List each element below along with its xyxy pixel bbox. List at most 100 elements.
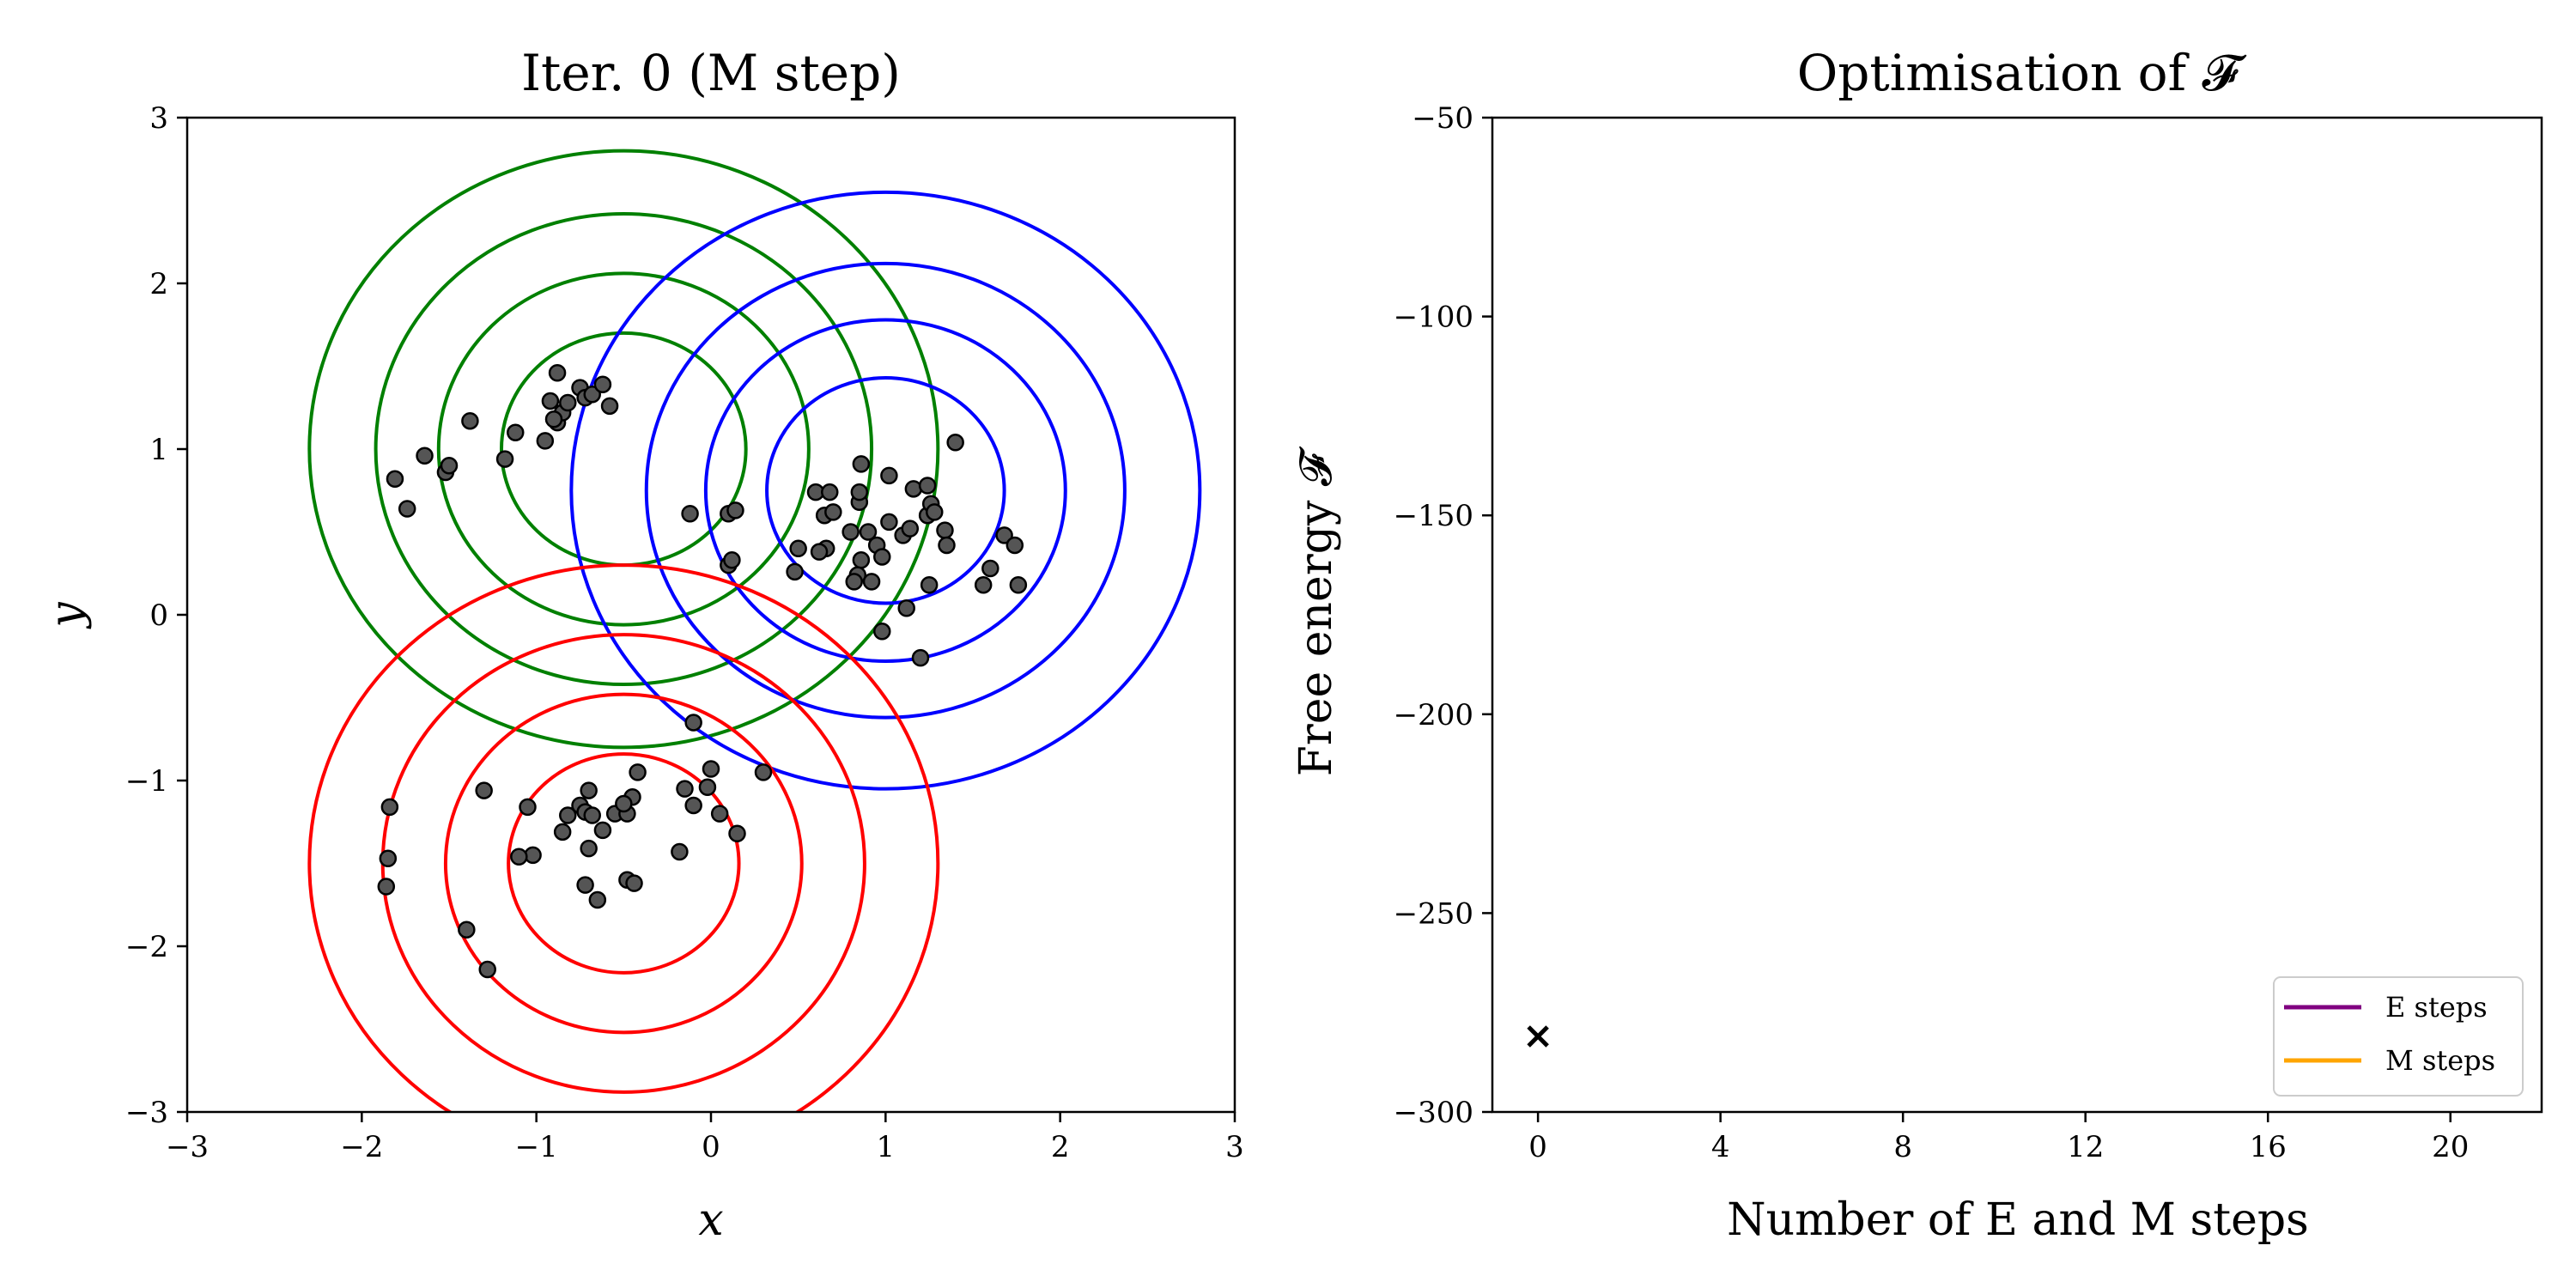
scatter-axes-frame — [185, 116, 1236, 1114]
data-point — [536, 432, 555, 450]
data-point — [458, 920, 476, 939]
data-point — [911, 648, 930, 667]
data-points — [377, 363, 1028, 979]
data-point — [852, 551, 871, 569]
data-point — [1009, 576, 1028, 594]
legend: E steps M steps — [2273, 976, 2524, 1097]
contour-ellipse — [507, 752, 741, 975]
data-point — [580, 839, 598, 858]
data-point — [440, 457, 459, 475]
data-point — [478, 960, 496, 979]
y-tick-label: −50 — [1412, 101, 1473, 136]
data-point — [850, 483, 869, 501]
data-point — [548, 363, 567, 382]
free-energy-title: Optimisation of 𝓕 — [1797, 44, 2248, 102]
contour-ellipse — [374, 211, 874, 687]
contour-ellipse — [307, 149, 940, 750]
data-point — [728, 824, 746, 843]
data-point — [859, 523, 878, 541]
data-point — [698, 778, 717, 796]
scatter-x-ticks: −3 −2 −1 0 1 2 3 — [166, 1112, 1244, 1164]
data-point — [684, 714, 702, 732]
data-point — [580, 781, 598, 799]
free-energy-marker — [1527, 1025, 1549, 1048]
data-point — [519, 798, 537, 817]
data-point — [726, 501, 744, 519]
data-point — [507, 423, 525, 441]
scatter-panel: Iter. 0 (M step) −3 −2 −1 0 1 2 3 −3 −2 −1 0 1 2 3 x… — [41, 44, 1244, 1246]
gaussian-contours — [307, 149, 1202, 1112]
data-point — [1005, 536, 1024, 555]
y-tick-label: −100 — [1394, 301, 1473, 335]
x-tick-label: −1 — [515, 1130, 558, 1164]
data-point — [880, 513, 898, 532]
data-point — [702, 760, 720, 778]
y-tick-label: 1 — [149, 433, 168, 467]
legend-label-m-steps: M steps — [2385, 1044, 2495, 1077]
y-tick-label: −2 — [125, 930, 168, 964]
contour-ellipse — [436, 271, 811, 627]
x-tick-label: 2 — [1051, 1130, 1070, 1164]
contour-ellipse — [765, 376, 1006, 605]
data-point — [681, 505, 699, 523]
data-point — [880, 466, 898, 485]
data-point — [873, 548, 891, 566]
data-point — [901, 519, 920, 538]
x-tick-label: 0 — [1528, 1130, 1547, 1164]
data-point — [629, 763, 647, 781]
x-tick-label: 1 — [877, 1130, 896, 1164]
y-tick-label: 3 — [149, 101, 168, 136]
scatter-x-label: x — [698, 1194, 723, 1246]
data-point — [588, 890, 607, 909]
data-point — [615, 794, 633, 813]
data-point — [475, 781, 493, 799]
data-point — [416, 447, 434, 465]
data-point — [852, 455, 871, 473]
data-point — [377, 878, 396, 896]
data-point — [559, 393, 577, 412]
data-point — [544, 410, 563, 428]
data-point — [676, 780, 694, 798]
data-point — [821, 483, 839, 501]
scatter-y-ticks: −3 −2 −1 0 1 2 3 — [125, 101, 187, 1130]
data-point — [495, 450, 514, 468]
legend-label-e-steps: E steps — [2385, 991, 2488, 1024]
x-tick-label: 3 — [1225, 1130, 1244, 1164]
free-energy-axes-frame — [1491, 116, 2543, 1114]
data-point — [593, 821, 612, 840]
free-energy-x-ticks: 0 4 8 12 16 20 — [1528, 1112, 2469, 1164]
data-point — [995, 526, 1013, 544]
x-tick-label: 12 — [2067, 1130, 2104, 1164]
y-tick-label: 0 — [149, 598, 168, 633]
data-point — [974, 576, 993, 594]
data-point — [810, 543, 829, 561]
data-point — [824, 503, 842, 521]
free-energy-x-label: Number of E and M steps — [1727, 1194, 2309, 1246]
data-point — [386, 470, 404, 488]
data-point — [380, 798, 399, 817]
data-point — [576, 876, 594, 894]
x-tick-label: 0 — [702, 1130, 720, 1164]
x-tick-label: 8 — [1893, 1130, 1912, 1164]
x-tick-label: −2 — [340, 1130, 383, 1164]
x-tick-label: 4 — [1711, 1130, 1730, 1164]
scatter-title: Iter. 0 (M step) — [521, 44, 901, 102]
data-point — [981, 559, 999, 578]
data-point — [920, 576, 939, 594]
y-tick-label: 2 — [149, 267, 168, 301]
y-tick-label: −200 — [1394, 698, 1473, 732]
data-point — [938, 536, 956, 555]
data-point — [789, 539, 807, 558]
data-point — [583, 386, 601, 404]
contour-ellipse — [307, 563, 940, 1112]
x-tick-label: 20 — [2432, 1130, 2469, 1164]
data-point — [873, 623, 891, 641]
contour-ellipse — [569, 190, 1202, 791]
data-point — [897, 599, 915, 617]
data-point — [862, 573, 881, 591]
data-point — [593, 375, 612, 393]
free-energy-y-ticks: −300 −250 −200 −150 −100 −50 — [1394, 101, 1492, 1130]
data-point — [684, 796, 702, 815]
free-energy-y-label: Free energy 𝓕 — [1291, 446, 1342, 776]
